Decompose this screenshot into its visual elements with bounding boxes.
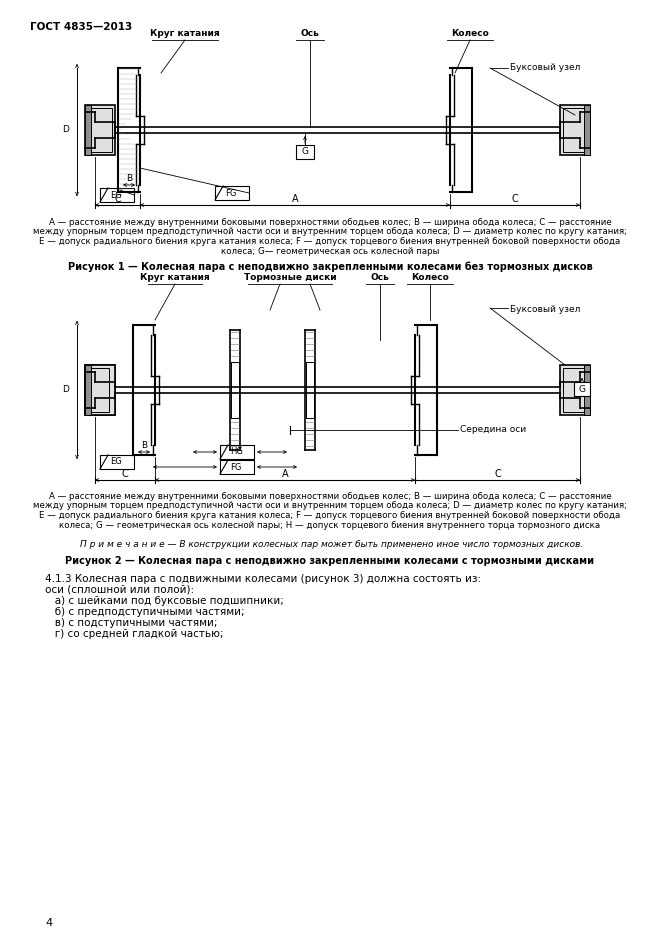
Text: между упорным торцем предподступичной части оси и внутренним торцем обода колеса: между упорным торцем предподступичной ча…	[33, 501, 627, 511]
Bar	[296, 145, 314, 159]
Bar	[584, 365, 590, 415]
Bar	[85, 365, 115, 415]
Text: колеса; G— геометрическая ось колесной пары: колеса; G— геометрическая ось колесной п…	[221, 247, 439, 255]
Bar	[85, 365, 91, 415]
Text: B: B	[126, 174, 132, 183]
Text: Буксовый узел: Буксовый узел	[510, 64, 580, 73]
Text: оси (сплошной или полой):: оси (сплошной или полой):	[45, 585, 194, 595]
Text: Круг катания: Круг катания	[140, 273, 210, 282]
Bar	[100, 188, 134, 202]
Bar	[584, 105, 590, 155]
Text: D: D	[62, 385, 69, 395]
Text: Ось: Ось	[301, 29, 319, 38]
Text: A — расстояние между внутренними боковыми поверхностями ободьев колес; B — ширин: A — расстояние между внутренними боковым…	[49, 218, 611, 227]
Text: E — допуск радиального биения круга катания колеса; F — допуск торцевого биения : E — допуск радиального биения круга ката…	[40, 237, 621, 246]
Text: а) с шейками под буксовые подшипники;: а) с шейками под буксовые подшипники;	[45, 596, 284, 606]
Bar	[560, 105, 590, 155]
Text: Рисунок 1 — Колесная пара с неподвижно закрепленными колесами без тормозных диск: Рисунок 1 — Колесная пара с неподвижно з…	[67, 262, 592, 272]
Text: б) с предподступичными частями;: б) с предподступичными частями;	[45, 607, 245, 617]
Text: A: A	[282, 469, 288, 479]
Text: Буксовый узел: Буксовый узел	[510, 305, 580, 314]
Text: 4.1.3 Колесная пара с подвижными колесами (рисунок 3) должна состоять из:: 4.1.3 Колесная пара с подвижными колесам…	[45, 574, 481, 584]
Text: Ось: Ось	[371, 273, 389, 282]
Bar	[100, 455, 134, 469]
Text: C: C	[114, 194, 121, 204]
Bar	[88, 368, 109, 412]
Text: G: G	[301, 148, 309, 156]
Text: HG: HG	[230, 448, 243, 456]
Text: A — расстояние между внутренними боковыми поверхностями ободьев колес; B — ширин: A — расстояние между внутренними боковым…	[49, 492, 611, 501]
Bar	[215, 186, 249, 200]
Bar	[560, 365, 590, 415]
Bar	[563, 368, 584, 412]
Text: C: C	[512, 194, 518, 204]
Text: г) со средней гладкой частью;: г) со средней гладкой частью;	[45, 629, 223, 639]
Text: Середина оси: Середина оси	[460, 425, 526, 435]
Text: EG: EG	[110, 191, 122, 199]
Bar	[584, 105, 590, 155]
Text: FG: FG	[230, 463, 241, 471]
Bar	[85, 365, 91, 415]
Bar	[85, 105, 91, 155]
Text: G: G	[578, 384, 586, 394]
Text: C: C	[122, 469, 128, 479]
Bar	[85, 105, 115, 155]
Bar	[220, 460, 254, 474]
Bar	[88, 108, 112, 152]
Text: Круг катания: Круг катания	[150, 29, 220, 38]
Text: EG: EG	[110, 457, 122, 467]
Bar	[85, 105, 91, 155]
Text: E — допуск радиального биения круга катания колеса; F — допуск торцевого биения : E — допуск радиального биения круга ката…	[40, 511, 621, 520]
Bar	[220, 445, 254, 459]
Text: D: D	[62, 125, 69, 135]
Text: FG: FG	[225, 189, 237, 197]
Text: колеса; G — геометрическая ось колесной пары; H — допуск торцевого биения внутре: колеса; G — геометрическая ось колесной …	[59, 521, 601, 529]
Text: П р и м е ч а н и е — В конструкции колесных пар может быть применено иное число: П р и м е ч а н и е — В конструкции коле…	[80, 540, 583, 549]
Bar	[584, 365, 590, 415]
Text: 4: 4	[45, 918, 52, 928]
Bar	[85, 365, 115, 415]
Text: в) с подступичными частями;: в) с подступичными частями;	[45, 618, 217, 628]
Text: ГОСТ 4835—2013: ГОСТ 4835—2013	[30, 22, 132, 32]
Bar	[574, 382, 590, 396]
Text: A: A	[292, 194, 298, 204]
Bar	[563, 108, 587, 152]
Text: между упорным торцем предподступичной части оси и внутренним торцем обода колеса: между упорным торцем предподступичной ча…	[33, 227, 627, 237]
Text: Тормозные диски: Тормозные диски	[244, 273, 336, 282]
Text: Колесо: Колесо	[411, 273, 449, 282]
Text: Рисунок 2 — Колесная пара с неподвижно закрепленными колесами с тормозными диска: Рисунок 2 — Колесная пара с неподвижно з…	[65, 556, 594, 566]
Text: B: B	[141, 441, 147, 450]
Text: Колесо: Колесо	[451, 29, 489, 38]
Text: C: C	[494, 469, 501, 479]
